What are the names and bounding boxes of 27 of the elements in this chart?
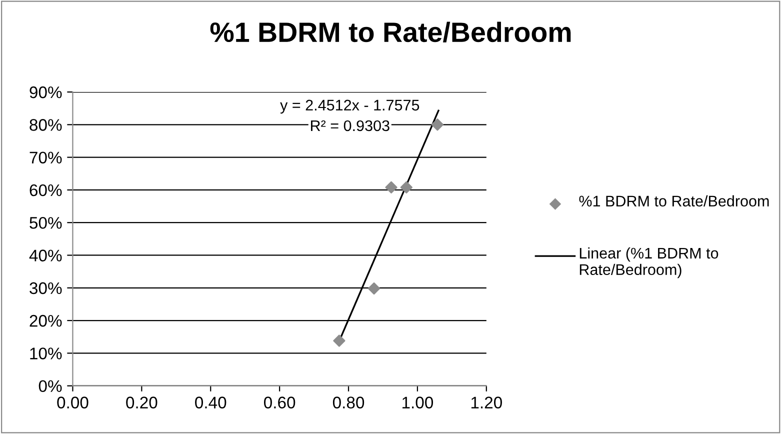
point — [431, 118, 444, 131]
y-tick-label: 80% — [30, 119, 62, 131]
annotation: y = 2.4512x - 1.7575 — [280, 100, 420, 114]
x-tick-label: 1.00 — [402, 396, 434, 408]
annotation: R² = 0.9303 — [311, 120, 390, 132]
point — [333, 334, 346, 347]
chart-title: %1 BDRM to Rate/Bedroom — [210, 22, 571, 42]
x-tick-label: 1.20 — [471, 396, 502, 408]
y-tick-label: 0% — [38, 380, 62, 392]
point — [385, 181, 398, 194]
y-tick-label: 40% — [29, 250, 62, 262]
y-tick-label: 10% — [30, 348, 62, 360]
y-tick-label: 30% — [30, 282, 62, 294]
y-tick-label: 70% — [30, 152, 62, 164]
x-tick-label: 0.60 — [264, 396, 296, 408]
x-tick-label: 0.80 — [332, 396, 364, 408]
point — [400, 181, 412, 194]
point — [368, 282, 380, 295]
y-tick-label: 60% — [30, 184, 62, 196]
y-tick-label: 20% — [30, 314, 62, 327]
x-tick-label: 0.20 — [126, 396, 158, 408]
x-tick-label: 0.00 — [57, 396, 88, 408]
y-tick-label: 50% — [30, 216, 62, 229]
legend-label: Linear (%1 BDRM to Rate/Bedroom) — [580, 247, 718, 278]
x-tick-label: 0.40 — [195, 396, 226, 408]
y-tick-label: 90% — [30, 86, 62, 98]
legend-label: %1 BDRM to Rate/Bedroom — [579, 195, 769, 207]
